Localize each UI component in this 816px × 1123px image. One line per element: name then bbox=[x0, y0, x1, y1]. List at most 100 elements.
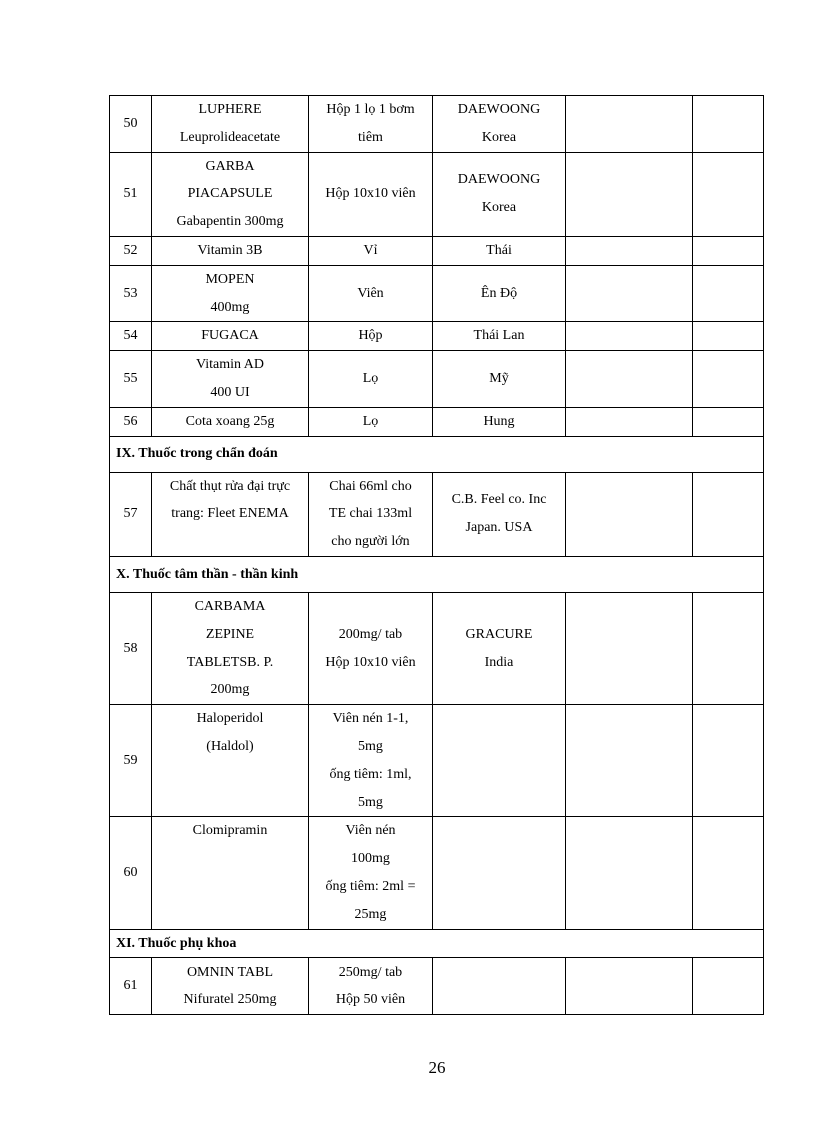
cell-pack: 200mg/ tab Hộp 10x10 viên bbox=[308, 591, 433, 706]
cell-c5 bbox=[565, 350, 693, 408]
table-row: 60 Clomipramin Viên nén 100mg ống tiêm: 2ml … bbox=[109, 816, 764, 930]
cell-c5 bbox=[565, 264, 693, 323]
cell-name: Chất thụt rửa đại trực trang: Fleet ENEMA bbox=[151, 471, 309, 557]
row-number: 55 bbox=[109, 350, 152, 408]
row-number: 61 bbox=[109, 957, 152, 1016]
cell-maker: DAEWOONG Korea bbox=[432, 151, 566, 237]
cell-c6 bbox=[692, 95, 764, 153]
cell-c5 bbox=[565, 957, 693, 1016]
cell-pack: Lọ bbox=[308, 406, 433, 437]
cell-c6 bbox=[692, 151, 764, 237]
cell-line: OMNIN TABL bbox=[186, 964, 274, 980]
row-number: 56 bbox=[109, 406, 152, 437]
cell-line: Hộp 1 lọ 1 bơm bbox=[326, 102, 415, 117]
cell-c5 bbox=[565, 321, 693, 352]
cell-line: 250mg/ tab bbox=[338, 964, 403, 980]
table-row: 54 FUGACA Hộp Thái Lan bbox=[109, 321, 764, 352]
cell-name: Vitamin AD 400 UI bbox=[151, 350, 309, 408]
cell-pack: Viên nén 100mg ống tiêm: 2ml = 25mg bbox=[308, 816, 433, 930]
cell-maker: Thái Lan bbox=[432, 321, 566, 352]
cell-line: Hộp 10x10 viên bbox=[325, 186, 416, 202]
section-header-row: IX. Thuốc trong chẩn đoán bbox=[109, 435, 764, 473]
drug-table: 50 LUPHERE Leuprolideacetate Hộp 1 lọ 1 bơm… bbox=[109, 95, 764, 1016]
cell-c5 bbox=[565, 151, 693, 237]
cell-line: Lọ bbox=[362, 371, 379, 387]
section-title: X. Thuốc tâm thần - thần kinh bbox=[109, 555, 764, 593]
cell-line: Mỹ bbox=[489, 371, 509, 387]
cell-line: India bbox=[484, 654, 514, 670]
cell-line: Clomipramin bbox=[192, 823, 268, 839]
cell-name: Cota xoang 25g bbox=[151, 406, 309, 437]
cell-line: (Haldol) bbox=[206, 738, 254, 754]
cell-maker bbox=[432, 957, 566, 1016]
cell-line: Vitamin AD bbox=[196, 357, 264, 373]
cell-line: TABLETSB. P. bbox=[186, 654, 274, 670]
cell-line: Viên nén bbox=[345, 823, 396, 839]
cell-c6 bbox=[692, 350, 764, 408]
cell-c6 bbox=[692, 235, 764, 266]
row-number: 54 bbox=[109, 321, 152, 352]
cell-line: Thái bbox=[486, 242, 512, 258]
cell-maker bbox=[432, 816, 566, 930]
cell-maker: C.B. Feel co. Inc Japan. USA bbox=[432, 471, 566, 557]
cell-line: 200mg/ tab bbox=[338, 626, 403, 642]
row-number: 53 bbox=[109, 264, 152, 323]
cell-line: Haloperidol bbox=[196, 711, 264, 727]
cell-line: Hộp 50 viên bbox=[335, 992, 406, 1008]
row-number: 50 bbox=[109, 95, 152, 153]
cell-c5 bbox=[565, 816, 693, 930]
cell-name: GARBA PIACAPSULE Gabapentin 300mg bbox=[151, 151, 309, 237]
cell-line: ZEPINE bbox=[205, 626, 255, 642]
cell-pack: Hộp 10x10 viên bbox=[308, 151, 433, 237]
cell-pack: Hộp 1 lọ 1 bơm tiêm bbox=[308, 95, 433, 153]
cell-line: PIACAPSULE bbox=[187, 186, 273, 202]
cell-name: OMNIN TABL Nifuratel 250mg bbox=[151, 957, 309, 1016]
cell-name: LUPHERE Leuprolideacetate bbox=[151, 95, 309, 153]
cell-line: Leuprolideacetate bbox=[179, 129, 281, 145]
cell-line: Vitamin 3B bbox=[197, 242, 263, 258]
section-title: IX. Thuốc trong chẩn đoán bbox=[109, 435, 764, 473]
cell-line: 25mg bbox=[354, 906, 387, 922]
table-row: 55 Vitamin AD 400 UI Lọ Mỹ bbox=[109, 350, 764, 408]
cell-line: DAEWOONG bbox=[457, 172, 541, 188]
cell-c6 bbox=[692, 264, 764, 323]
cell-maker: Hung bbox=[432, 406, 566, 437]
cell-pack: 250mg/ tab Hộp 50 viên bbox=[308, 957, 433, 1016]
cell-maker: Ên Độ bbox=[432, 264, 566, 323]
cell-c5 bbox=[565, 235, 693, 266]
cell-name: Vitamin 3B bbox=[151, 235, 309, 266]
table-row: 56 Cota xoang 25g Lọ Hung bbox=[109, 406, 764, 437]
cell-line: Viên nén 1-1, bbox=[332, 711, 409, 727]
table-row: 57 Chất thụt rửa đại trực trang: Fleet ENE… bbox=[109, 471, 764, 557]
cell-c5 bbox=[565, 406, 693, 437]
cell-c5 bbox=[565, 95, 693, 153]
cell-c6 bbox=[692, 704, 764, 818]
row-number: 51 bbox=[109, 151, 152, 237]
cell-line: GARBA bbox=[205, 158, 255, 174]
cell-line: Gabapentin 300mg bbox=[176, 214, 284, 230]
cell-line: DAEWOONG bbox=[457, 102, 541, 117]
cell-line: Cota xoang 25g bbox=[185, 413, 275, 429]
cell-pack: Viên nén 1-1, 5mg ống tiêm: 1ml, 5mg bbox=[308, 704, 433, 818]
table-row: 59 Haloperidol (Haldol) Viên nén 1-1, 5mg ống… bbox=[109, 704, 764, 818]
cell-c6 bbox=[692, 321, 764, 352]
cell-line: Vỉ bbox=[363, 242, 378, 258]
cell-line: trang: Fleet ENEMA bbox=[171, 506, 289, 522]
cell-line: Ên Độ bbox=[480, 285, 518, 301]
cell-line: FUGACA bbox=[201, 328, 259, 344]
table-row: 50 LUPHERE Leuprolideacetate Hộp 1 lọ 1 bơm… bbox=[109, 95, 764, 153]
cell-line: cho người lớn bbox=[331, 534, 410, 550]
cell-line: Viên bbox=[357, 285, 384, 301]
cell-line: Hộp 10x10 viên bbox=[325, 654, 416, 670]
cell-line: MOPEN bbox=[205, 271, 255, 287]
cell-name: CARBAMA ZEPINE TABLETSB. P. 200mg bbox=[151, 591, 309, 706]
cell-line: Nifuratel 250mg bbox=[183, 992, 277, 1008]
cell-c5 bbox=[565, 471, 693, 557]
cell-pack: Viên bbox=[308, 264, 433, 323]
row-number: 58 bbox=[109, 591, 152, 706]
cell-line: 400 UI bbox=[210, 384, 250, 400]
cell-line: tiêm bbox=[358, 129, 383, 145]
row-number: 52 bbox=[109, 235, 152, 266]
cell-line: GRACURE bbox=[465, 626, 533, 642]
